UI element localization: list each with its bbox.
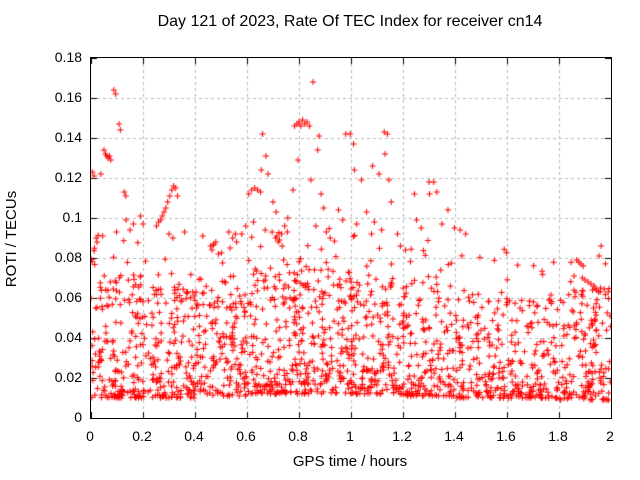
x-tick-label: 1.2 — [392, 428, 412, 444]
y-axis-label: ROTI / TECUs — [3, 190, 20, 288]
x-tick-label: 0.8 — [288, 428, 308, 444]
x-tick-label: 0.2 — [132, 428, 152, 444]
x-tick-label: 0 — [86, 428, 94, 444]
y-tick-label: 0.1 — [62, 209, 82, 225]
y-tick-label: 0.18 — [54, 49, 82, 65]
chart-title: Day 121 of 2023, Rate Of TEC Index for r… — [157, 13, 543, 30]
plot-area — [90, 57, 612, 419]
y-tick-label: 0.04 — [54, 329, 82, 345]
y-tick-label: 0.08 — [54, 249, 82, 265]
x-tick-label: 1.8 — [548, 428, 568, 444]
y-tick-label: 0 — [74, 409, 82, 425]
x-tick-label: 1.6 — [496, 428, 516, 444]
x-tick-label: 2 — [606, 428, 614, 444]
x-tick-label: 0.6 — [236, 428, 256, 444]
y-tick-label: 0.14 — [54, 129, 82, 145]
x-axis-label: GPS time / hours — [292, 453, 408, 470]
y-tick-label: 0.06 — [54, 289, 82, 305]
y-tick-label: 0.16 — [54, 89, 82, 105]
x-tick-label: 1 — [346, 428, 354, 444]
x-tick-label: 1.4 — [444, 428, 464, 444]
x-tick-label: 0.4 — [184, 428, 204, 444]
y-tick-label: 0.12 — [54, 169, 82, 185]
y-tick-label: 0.02 — [54, 369, 82, 385]
scatter-canvas — [91, 58, 611, 418]
